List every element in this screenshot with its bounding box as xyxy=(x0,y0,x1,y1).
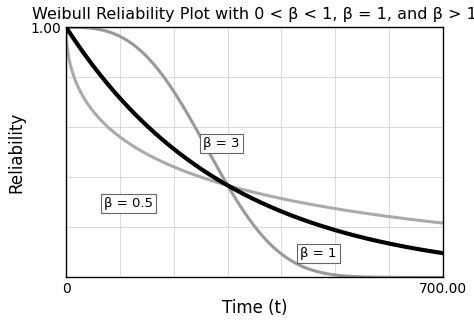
Text: β = 0.5: β = 0.5 xyxy=(104,197,153,210)
Text: β = 3: β = 3 xyxy=(203,137,240,150)
X-axis label: Time (t): Time (t) xyxy=(222,299,287,317)
Text: β = 1: β = 1 xyxy=(301,247,337,260)
Y-axis label: Reliability: Reliability xyxy=(7,112,25,193)
Title: Weibull Reliability Plot with 0 < β < 1, β = 1, and β > 1: Weibull Reliability Plot with 0 < β < 1,… xyxy=(32,7,474,22)
